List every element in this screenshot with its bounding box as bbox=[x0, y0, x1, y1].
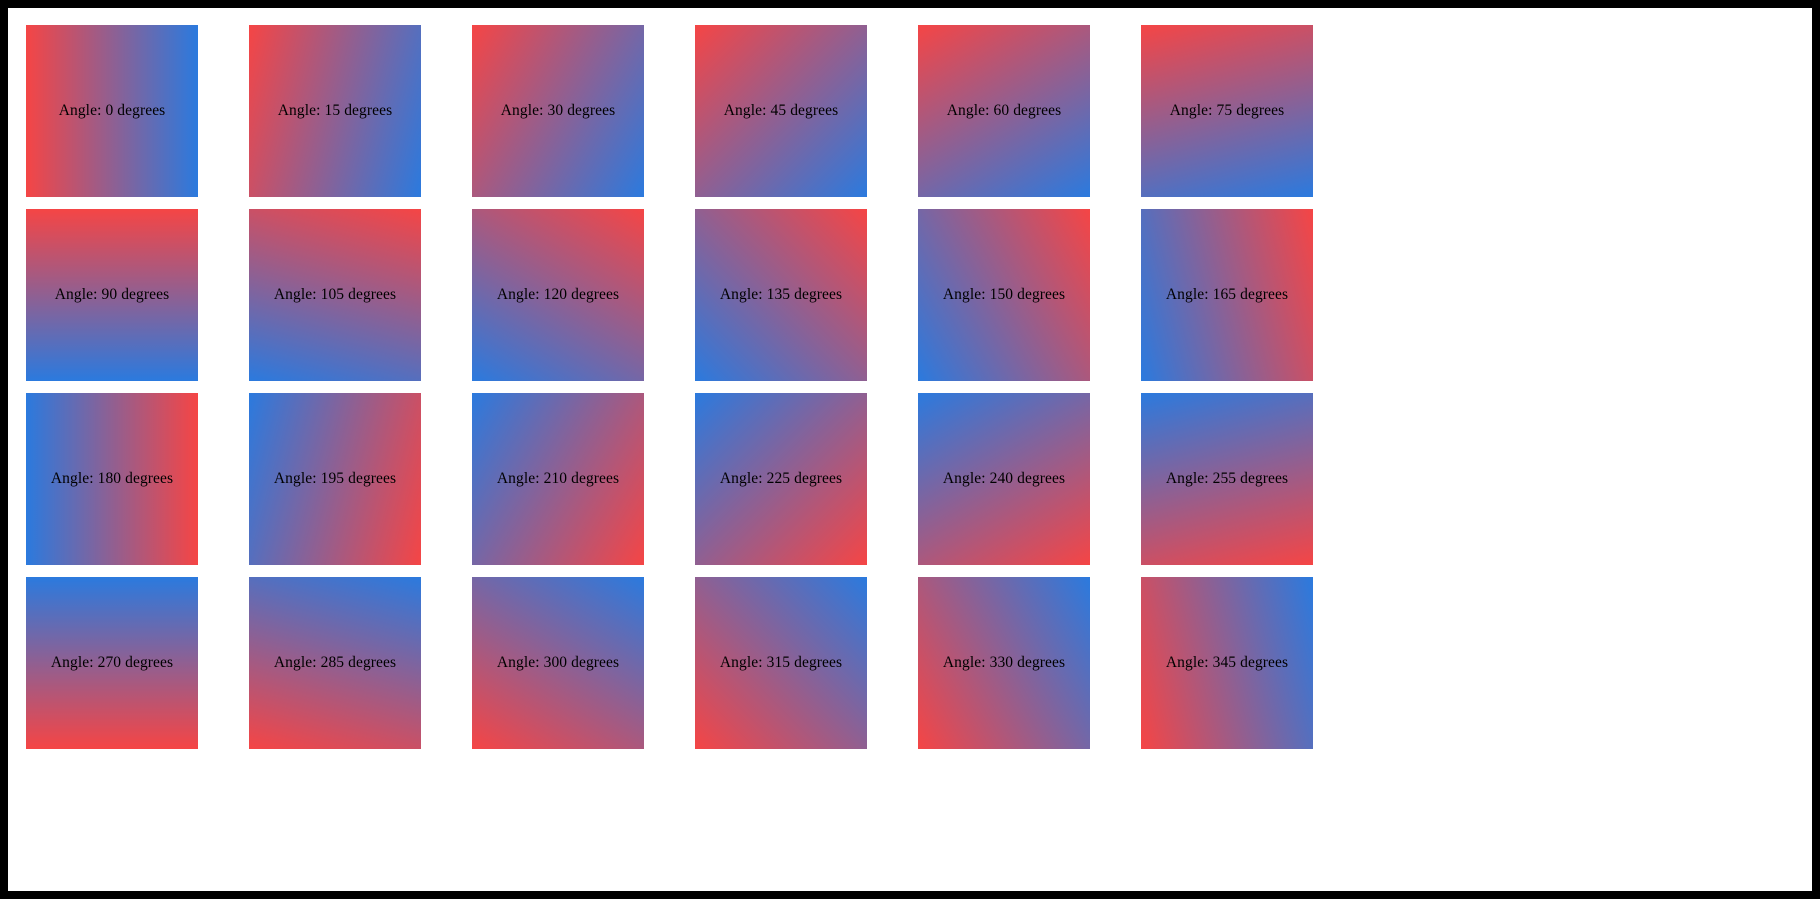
gradient-tile-label: Angle: 225 degrees bbox=[719, 470, 843, 488]
gradient-tile: Angle: 60 degrees bbox=[918, 25, 1090, 197]
gradient-tile-label: Angle: 270 degrees bbox=[50, 654, 174, 672]
gradient-tile-label: Angle: 75 degrees bbox=[1169, 102, 1285, 120]
gradient-tile: Angle: 75 degrees bbox=[1141, 25, 1313, 197]
gradient-tile: Angle: 30 degrees bbox=[472, 25, 644, 197]
gradient-tile: Angle: 195 degrees bbox=[249, 393, 421, 565]
gradient-tile: Angle: 330 degrees bbox=[918, 577, 1090, 749]
gradient-tile-label: Angle: 15 degrees bbox=[277, 102, 393, 120]
gradient-tile-label: Angle: 45 degrees bbox=[723, 102, 839, 120]
gradient-tile: Angle: 315 degrees bbox=[695, 577, 867, 749]
gradient-tile: Angle: 105 degrees bbox=[249, 209, 421, 381]
gradient-tile-label: Angle: 195 degrees bbox=[273, 470, 397, 488]
gradient-tile: Angle: 150 degrees bbox=[918, 209, 1090, 381]
gradient-tile-label: Angle: 180 degrees bbox=[50, 470, 174, 488]
gradient-tile: Angle: 180 degrees bbox=[26, 393, 198, 565]
gradient-tile: Angle: 210 degrees bbox=[472, 393, 644, 565]
gradient-tile: Angle: 120 degrees bbox=[472, 209, 644, 381]
gradient-tile-label: Angle: 285 degrees bbox=[273, 654, 397, 672]
gradient-tile: Angle: 45 degrees bbox=[695, 25, 867, 197]
gradient-tile-label: Angle: 0 degrees bbox=[58, 102, 166, 120]
gradient-tile-label: Angle: 315 degrees bbox=[719, 654, 843, 672]
gradient-tile-label: Angle: 300 degrees bbox=[496, 654, 620, 672]
gradient-tile-label: Angle: 165 degrees bbox=[1165, 286, 1289, 304]
gradient-tile: Angle: 270 degrees bbox=[26, 577, 198, 749]
gradient-tile-label: Angle: 240 degrees bbox=[942, 470, 1066, 488]
gradient-tile: Angle: 300 degrees bbox=[472, 577, 644, 749]
gradient-tile-label: Angle: 60 degrees bbox=[946, 102, 1062, 120]
gradient-tile: Angle: 225 degrees bbox=[695, 393, 867, 565]
gradient-tile-label: Angle: 90 degrees bbox=[54, 286, 170, 304]
gradient-tile: Angle: 15 degrees bbox=[249, 25, 421, 197]
gradient-tile: Angle: 90 degrees bbox=[26, 209, 198, 381]
gradient-tile-label: Angle: 210 degrees bbox=[496, 470, 620, 488]
gradient-tile-label: Angle: 330 degrees bbox=[942, 654, 1066, 672]
gradient-tile-label: Angle: 345 degrees bbox=[1165, 654, 1289, 672]
gradient-tile: Angle: 255 degrees bbox=[1141, 393, 1313, 565]
gradient-tile-grid: Angle: 0 degrees Angle: 15 degrees Angle: … bbox=[26, 25, 1812, 749]
page-canvas: Angle: 0 degrees Angle: 15 degrees Angle: … bbox=[8, 8, 1812, 891]
gradient-tile: Angle: 165 degrees bbox=[1141, 209, 1313, 381]
gradient-tile-label: Angle: 135 degrees bbox=[719, 286, 843, 304]
gradient-tile: Angle: 285 degrees bbox=[249, 577, 421, 749]
gradient-tile: Angle: 345 degrees bbox=[1141, 577, 1313, 749]
gradient-tile-label: Angle: 150 degrees bbox=[942, 286, 1066, 304]
gradient-tile-label: Angle: 120 degrees bbox=[496, 286, 620, 304]
gradient-tile-label: Angle: 255 degrees bbox=[1165, 470, 1289, 488]
gradient-tile: Angle: 0 degrees bbox=[26, 25, 198, 197]
gradient-tile-label: Angle: 30 degrees bbox=[500, 102, 616, 120]
gradient-tile: Angle: 240 degrees bbox=[918, 393, 1090, 565]
gradient-tile-label: Angle: 105 degrees bbox=[273, 286, 397, 304]
gradient-tile: Angle: 135 degrees bbox=[695, 209, 867, 381]
